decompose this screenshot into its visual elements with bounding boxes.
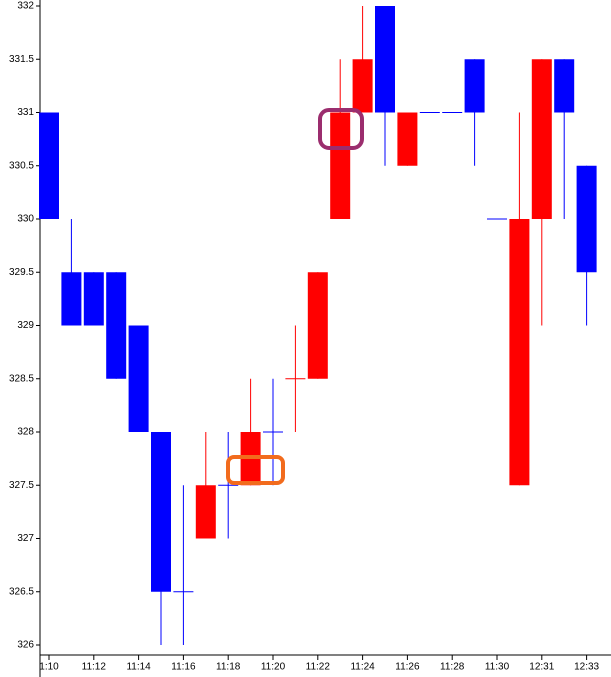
candle-body bbox=[106, 272, 127, 379]
candle-body bbox=[61, 272, 82, 326]
candle-body bbox=[39, 112, 59, 219]
x-tick-label: 12:33 bbox=[574, 662, 599, 673]
candle-body bbox=[352, 59, 373, 113]
candle-body bbox=[195, 485, 216, 539]
candle-body bbox=[576, 165, 597, 273]
y-tick-label: 326.5 bbox=[9, 586, 34, 597]
candle-body bbox=[554, 59, 575, 113]
y-tick-label: 331 bbox=[17, 107, 34, 118]
candle-body bbox=[307, 272, 328, 379]
candle-body bbox=[151, 432, 171, 592]
candle-body bbox=[397, 112, 418, 166]
x-tick-label: 11:14 bbox=[126, 662, 151, 673]
candle-body bbox=[128, 325, 149, 432]
x-tick-label: 11:18 bbox=[216, 662, 241, 673]
candle-body bbox=[83, 272, 104, 326]
y-tick-label: 330.5 bbox=[9, 160, 34, 171]
x-tick-label: 12:31 bbox=[529, 662, 554, 673]
candle-body bbox=[509, 219, 530, 486]
x-tick-label: 11:24 bbox=[350, 662, 375, 673]
y-tick-label: 329.5 bbox=[9, 267, 34, 278]
candle-body bbox=[531, 59, 552, 219]
orange-highlight bbox=[226, 455, 285, 485]
x-tick-label: 11:26 bbox=[395, 662, 420, 673]
y-tick-label: 330 bbox=[17, 214, 34, 225]
purple-highlight bbox=[318, 108, 364, 150]
y-tick-label: 327 bbox=[17, 533, 34, 544]
candle-body bbox=[464, 59, 485, 113]
x-tick-label: 11:30 bbox=[485, 662, 510, 673]
y-tick-label: 328 bbox=[17, 427, 34, 438]
x-tick-label: 11:12 bbox=[82, 662, 107, 673]
x-tick-label: 11:16 bbox=[171, 662, 196, 673]
candle-body bbox=[375, 6, 395, 113]
y-tick-label: 327.5 bbox=[9, 480, 34, 491]
x-tick-label: 11:20 bbox=[261, 662, 286, 673]
y-tick-label: 332 bbox=[17, 1, 34, 12]
candle-body bbox=[330, 112, 351, 219]
y-tick-label: 329 bbox=[17, 320, 34, 331]
y-tick-label: 328.5 bbox=[9, 373, 34, 384]
x-tick-label: 11:22 bbox=[306, 662, 331, 673]
y-tick-label: 326 bbox=[17, 640, 34, 651]
x-tick-label: 1:10 bbox=[39, 662, 59, 673]
x-tick-label: 11:28 bbox=[440, 662, 465, 673]
y-tick-label: 331.5 bbox=[9, 54, 34, 65]
